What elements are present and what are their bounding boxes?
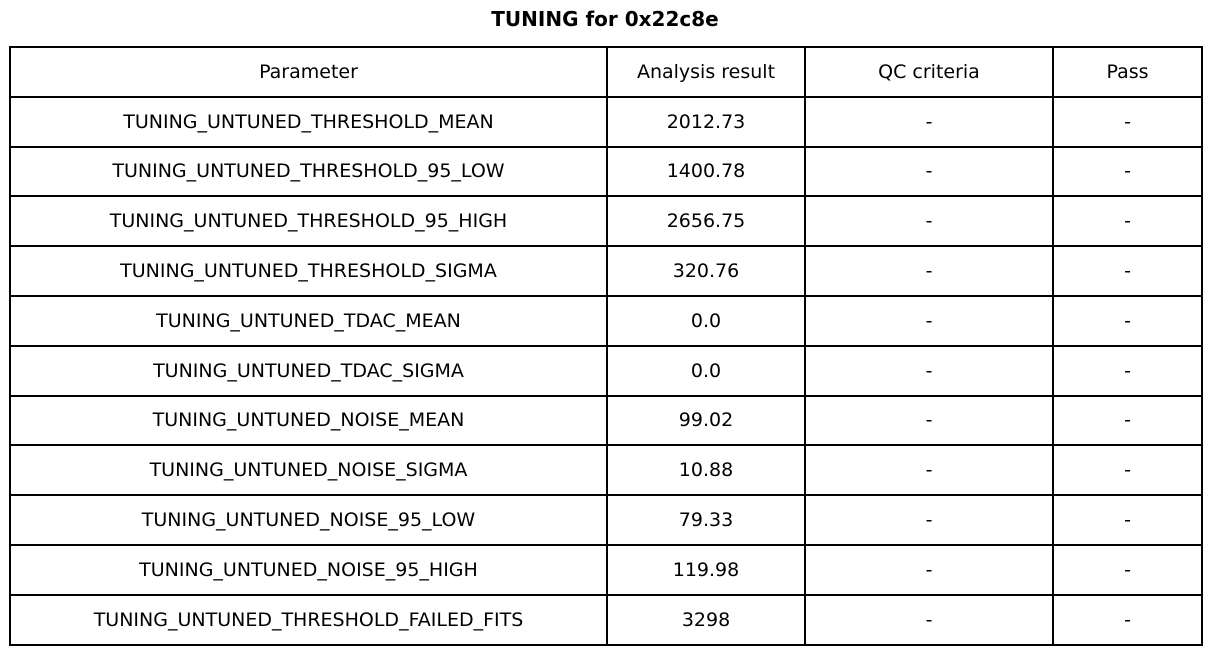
column-header-analysis-result: Analysis result xyxy=(606,46,806,98)
cell-analysis-result: 0.0 xyxy=(606,294,806,347)
cell-analysis-result: 2656.75 xyxy=(606,195,806,248)
cell-qc-criteria: - xyxy=(804,444,1054,497)
table-row: TUNING_UNTUNED_NOISE_MEAN 99.02 - - xyxy=(9,394,1203,447)
cell-pass: - xyxy=(1052,245,1203,297)
cell-qc-criteria: - xyxy=(804,294,1054,347)
cell-parameter: TUNING_UNTUNED_TDAC_SIGMA xyxy=(9,344,608,397)
cell-parameter: TUNING_UNTUNED_NOISE_SIGMA xyxy=(9,444,608,497)
cell-qc-criteria: - xyxy=(804,543,1054,596)
column-header-qc-criteria: QC criteria xyxy=(804,46,1054,98)
cell-qc-criteria: - xyxy=(804,394,1054,447)
cell-qc-criteria: - xyxy=(804,344,1054,397)
table-row: TUNING_UNTUNED_THRESHOLD_SIGMA 320.76 - … xyxy=(9,245,1203,297)
cell-parameter: TUNING_UNTUNED_TDAC_MEAN xyxy=(9,294,608,347)
table-row: TUNING_UNTUNED_THRESHOLD_MEAN 2012.73 - … xyxy=(9,95,1203,148)
cell-qc-criteria: - xyxy=(804,145,1054,198)
cell-analysis-result: 10.88 xyxy=(606,444,806,497)
cell-pass: - xyxy=(1052,394,1203,447)
tuning-results-table: Parameter Analysis result QC criteria Pa… xyxy=(9,46,1203,646)
cell-analysis-result: 3298 xyxy=(606,593,806,646)
cell-analysis-result: 2012.73 xyxy=(606,95,806,148)
cell-analysis-result: 1400.78 xyxy=(606,145,806,198)
cell-pass: - xyxy=(1052,593,1203,646)
table-row: TUNING_UNTUNED_NOISE_SIGMA 10.88 - - xyxy=(9,444,1203,497)
cell-parameter: TUNING_UNTUNED_THRESHOLD_95_LOW xyxy=(9,145,608,198)
cell-parameter: TUNING_UNTUNED_NOISE_MEAN xyxy=(9,394,608,447)
cell-parameter: TUNING_UNTUNED_NOISE_95_HIGH xyxy=(9,543,608,596)
table-row: TUNING_UNTUNED_THRESHOLD_95_HIGH 2656.75… xyxy=(9,195,1203,248)
table-row: TUNING_UNTUNED_THRESHOLD_95_LOW 1400.78 … xyxy=(9,145,1203,198)
table-row: TUNING_UNTUNED_NOISE_95_HIGH 119.98 - - xyxy=(9,543,1203,596)
cell-parameter: TUNING_UNTUNED_THRESHOLD_FAILED_FITS xyxy=(9,593,608,646)
table-row: TUNING_UNTUNED_NOISE_95_LOW 79.33 - - xyxy=(9,494,1203,546)
cell-pass: - xyxy=(1052,444,1203,497)
table-row: TUNING_UNTUNED_TDAC_SIGMA 0.0 - - xyxy=(9,344,1203,397)
cell-pass: - xyxy=(1052,543,1203,596)
cell-parameter: TUNING_UNTUNED_THRESHOLD_SIGMA xyxy=(9,245,608,297)
table-row: TUNING_UNTUNED_TDAC_MEAN 0.0 - - xyxy=(9,294,1203,347)
column-header-pass: Pass xyxy=(1052,46,1203,98)
cell-qc-criteria: - xyxy=(804,593,1054,646)
cell-qc-criteria: - xyxy=(804,494,1054,546)
cell-analysis-result: 119.98 xyxy=(606,543,806,596)
cell-analysis-result: 0.0 xyxy=(606,344,806,397)
cell-parameter: TUNING_UNTUNED_THRESHOLD_95_HIGH xyxy=(9,195,608,248)
column-header-parameter: Parameter xyxy=(9,46,608,98)
cell-analysis-result: 79.33 xyxy=(606,494,806,546)
cell-pass: - xyxy=(1052,145,1203,198)
cell-analysis-result: 320.76 xyxy=(606,245,806,297)
page-title: TUNING for 0x22c8e xyxy=(491,7,719,31)
header-row: Parameter Analysis result QC criteria Pa… xyxy=(9,46,1203,98)
cell-pass: - xyxy=(1052,344,1203,397)
cell-qc-criteria: - xyxy=(804,95,1054,148)
table-row: TUNING_UNTUNED_THRESHOLD_FAILED_FITS 329… xyxy=(9,593,1203,646)
cell-qc-criteria: - xyxy=(804,245,1054,297)
cell-pass: - xyxy=(1052,294,1203,347)
cell-parameter: TUNING_UNTUNED_THRESHOLD_MEAN xyxy=(9,95,608,148)
cell-qc-criteria: - xyxy=(804,195,1054,248)
cell-pass: - xyxy=(1052,195,1203,248)
cell-pass: - xyxy=(1052,494,1203,546)
cell-analysis-result: 99.02 xyxy=(606,394,806,447)
cell-parameter: TUNING_UNTUNED_NOISE_95_LOW xyxy=(9,494,608,546)
cell-pass: - xyxy=(1052,95,1203,148)
